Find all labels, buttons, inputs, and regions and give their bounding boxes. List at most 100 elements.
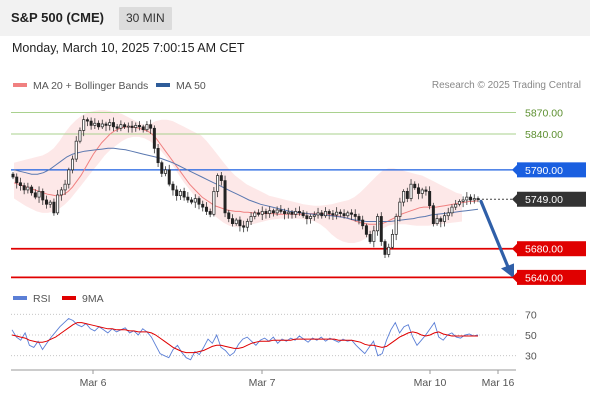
rsi-level-label: 70 <box>525 309 537 321</box>
candle <box>59 187 63 201</box>
candle-body-down <box>30 186 34 194</box>
candle <box>253 210 257 220</box>
candle-body-up <box>446 212 450 217</box>
candle-body-up <box>346 212 350 217</box>
candle-body-up <box>212 191 216 215</box>
candle-body-down <box>320 212 324 217</box>
candle <box>89 117 93 130</box>
candle-body-up <box>294 211 298 215</box>
candle <box>275 206 279 216</box>
candle <box>286 207 290 219</box>
candle <box>379 212 383 246</box>
candle-body-down <box>230 218 234 224</box>
candle <box>197 196 201 210</box>
candle-body-up <box>390 234 394 248</box>
candle-body-down <box>208 211 212 215</box>
candle <box>18 177 22 191</box>
candle-body-up <box>193 198 197 203</box>
candle <box>309 214 313 224</box>
candle-body-down <box>297 211 301 214</box>
candle-body-down <box>416 187 420 194</box>
candle-body-down <box>123 124 127 128</box>
candle-body-up <box>409 183 413 199</box>
candle <box>201 200 205 212</box>
candle <box>368 230 372 244</box>
legend-swatch-icon <box>13 296 27 301</box>
candle-body-down <box>52 201 56 214</box>
candle-body-down <box>338 211 342 214</box>
candle <box>242 220 246 233</box>
candle-body-down <box>264 211 268 214</box>
candle <box>268 206 272 218</box>
candle <box>74 136 78 162</box>
candle <box>134 122 138 132</box>
forecast-arrow <box>479 199 514 279</box>
candle <box>416 183 420 200</box>
candle <box>212 187 216 217</box>
candle <box>230 214 234 227</box>
candle <box>338 209 342 218</box>
level-label-text: 5680.00 <box>525 244 563 256</box>
level-label-pointer-icon <box>512 194 517 205</box>
candle-body-up <box>316 212 320 216</box>
candle-body-down <box>283 211 287 214</box>
candle <box>108 118 112 131</box>
candle-body-down <box>257 212 261 215</box>
candle <box>346 210 350 218</box>
candle <box>245 218 249 232</box>
x-tick-label: Mar 7 <box>249 377 276 389</box>
candle-body-up <box>134 125 138 128</box>
candle <box>405 187 409 203</box>
x-tick-label: Mar 16 <box>482 377 515 389</box>
candle <box>126 122 130 133</box>
candle-body-up <box>71 158 75 171</box>
candle <box>48 199 52 208</box>
candle-body-up <box>465 196 469 201</box>
candle <box>160 160 164 178</box>
candle-body-up <box>48 201 52 205</box>
candle <box>63 179 67 195</box>
candle-body-up <box>108 122 112 126</box>
candle-body-down <box>428 191 432 207</box>
candle <box>204 202 208 216</box>
candle-body-down <box>227 212 231 219</box>
candle-body-up <box>372 230 376 242</box>
candle-body-up <box>59 189 63 196</box>
instrument-title: S&P 500 (CME) <box>11 10 104 25</box>
interval-selector[interactable]: 30 MIN <box>119 7 172 30</box>
candle <box>257 209 261 217</box>
price-levels <box>11 111 516 279</box>
candle <box>450 204 454 217</box>
level-labels: 5870.00 5840.00 5790.00 5749.00 5680.00 5640.… <box>512 107 586 285</box>
candle <box>123 122 127 129</box>
candle-body-down <box>111 122 115 128</box>
candle <box>454 199 458 210</box>
candle-body-down <box>357 216 361 221</box>
candle-body-up <box>260 211 264 215</box>
candle <box>238 216 242 232</box>
candle-body-up <box>63 183 67 191</box>
candle-body-down <box>171 183 175 191</box>
candle-body-down <box>104 123 108 126</box>
level-label-pointer-icon <box>512 164 517 175</box>
candle-body-up <box>457 201 461 205</box>
candle-body-down <box>424 189 428 192</box>
candle <box>190 197 194 205</box>
candle-body-down <box>33 192 37 198</box>
candle-body-up <box>323 211 327 217</box>
candle-body-up <box>119 124 123 129</box>
candle <box>394 213 398 241</box>
candle <box>111 117 115 132</box>
candle-body-up <box>309 216 313 219</box>
candle <box>130 121 134 133</box>
candle <box>357 213 361 225</box>
level-label-5790.00: 5790.00 <box>512 162 586 178</box>
candle <box>137 121 141 131</box>
candle <box>216 173 220 198</box>
level-label-5840.00: 5840.00 <box>525 129 563 141</box>
candle <box>208 208 212 218</box>
candle <box>465 192 469 205</box>
candle-body-down <box>152 127 156 149</box>
candle-body-down <box>327 211 331 214</box>
